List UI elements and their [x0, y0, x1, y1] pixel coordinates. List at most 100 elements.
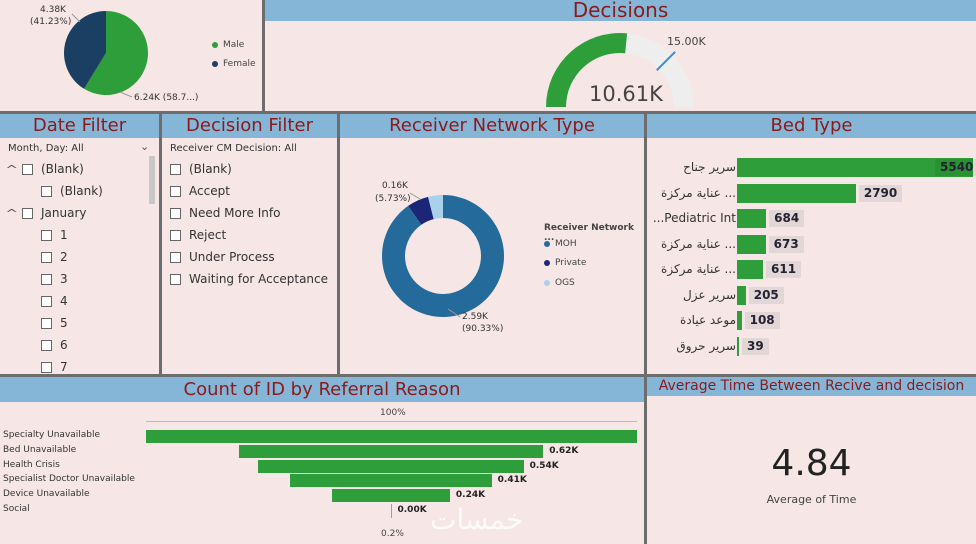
referral-reason-bar[interactable] [332, 489, 450, 503]
legend-title: Receiver Network ... [544, 223, 634, 243]
checkbox[interactable] [170, 229, 181, 241]
referral-reason-bar[interactable] [238, 444, 544, 458]
legend-moh[interactable]: MOH [544, 239, 577, 249]
bed-type-bar[interactable] [737, 285, 746, 305]
referral-reason-label: Specialist Doctor Unavailable [3, 474, 135, 485]
decision-filter-item-label: Need More Info [189, 206, 281, 220]
gender-pie-chart [63, 10, 148, 98]
decision-filter-item[interactable]: Waiting for Acceptance [170, 272, 328, 286]
expand-icon[interactable]: ^ [5, 206, 19, 220]
date-filter-item[interactable]: 1 [41, 228, 68, 242]
date-filter-item[interactable]: ^ (Blank) [5, 162, 84, 176]
checkbox[interactable] [22, 207, 33, 219]
decision-filter-item[interactable]: (Blank) [170, 162, 232, 176]
bed-type-value: 673 [768, 235, 804, 253]
checkbox[interactable] [170, 207, 181, 219]
moh-value-label: 2.59K [462, 312, 488, 322]
donut-slice-ogs[interactable] [428, 195, 443, 220]
bed-type-label: ... عناية مركزة [661, 185, 736, 200]
pie-slice-female[interactable] [63, 10, 106, 89]
date-filter-item-label: 3 [60, 272, 68, 286]
referral-reason-label: Health Crisis [3, 459, 60, 470]
funnel-top-line [146, 421, 637, 422]
referral-reason-value: 0.00K [397, 505, 427, 515]
referral-reason-label: Bed Unavailable [3, 444, 77, 455]
bed-type-bar[interactable] [737, 234, 766, 254]
date-filter-item-label: 6 [60, 338, 68, 352]
bed-type-label: سرير عزل [683, 287, 736, 302]
checkbox[interactable] [41, 339, 52, 351]
decision-filter-item[interactable]: Reject [170, 228, 226, 242]
bed-type-bar[interactable] [737, 260, 764, 279]
watermark: خمسات [430, 503, 524, 536]
referral-title: Count of ID by Referral Reason [0, 377, 644, 402]
date-filter-item[interactable]: 2 [41, 250, 68, 264]
legend-private[interactable]: Private [544, 258, 586, 268]
decision-filter-panel: Decision Filter Receiver CM Decision: Al… [162, 114, 337, 374]
checkbox[interactable] [170, 273, 181, 285]
referral-reason-label: Specialty Unavailable [3, 430, 101, 440]
date-filter-item[interactable]: 6 [41, 338, 68, 352]
referral-reason-value: 0.62K [549, 445, 579, 456]
bed-type-value: 39 [742, 337, 769, 355]
private-swatch [544, 260, 550, 266]
gauge-fill[interactable] [546, 33, 628, 107]
donut-slice-moh[interactable] [382, 195, 504, 317]
bed-type-bar[interactable] [737, 183, 856, 203]
date-filter-panel: Date Filter Month, Day: All ⌄ ^ (Blank) (B… [0, 114, 159, 374]
date-filter-item[interactable]: 3 [41, 272, 68, 286]
bed-type-bar[interactable] [737, 311, 742, 330]
network-title: Receiver Network Type [340, 114, 644, 138]
referral-reason-bar[interactable] [258, 459, 524, 473]
date-filter-title: Date Filter [0, 114, 159, 138]
legend-male[interactable]: Male [212, 40, 244, 50]
referral-reason-value: 0.41K [497, 475, 527, 486]
legend-ogs[interactable]: OGS [544, 278, 575, 288]
date-filter-item[interactable]: 5 [41, 316, 68, 330]
checkbox[interactable] [41, 317, 52, 329]
bed-type-label: ... عناية مركزة [661, 236, 736, 251]
scrollbar-thumb[interactable] [149, 156, 155, 204]
bed-type-label: Pediatric Int... [652, 211, 736, 225]
bed-type-bar[interactable] [737, 336, 739, 356]
checkbox[interactable] [41, 251, 52, 263]
referral-reason-bar[interactable] [390, 504, 392, 518]
chevron-down-icon[interactable]: ⌄ [140, 140, 150, 153]
funnel-top-label: 100% [380, 408, 406, 418]
checkbox[interactable] [170, 251, 181, 263]
date-filter-item[interactable]: ^ January [5, 206, 86, 220]
decision-filter-item[interactable]: Accept [170, 184, 230, 198]
checkbox[interactable] [170, 163, 181, 175]
bed-type-value: 108 [744, 312, 780, 329]
date-filter-item[interactable]: (Blank) [41, 184, 103, 198]
checkbox[interactable] [41, 295, 52, 307]
checkbox[interactable] [41, 273, 52, 285]
bed-type-label: ... عناية مركزة [661, 262, 736, 276]
checkbox[interactable] [170, 185, 181, 197]
female-percent-label: (41.23%) [30, 17, 72, 27]
referral-reason-bar[interactable] [290, 474, 492, 488]
checkbox[interactable] [22, 163, 33, 175]
legend-female[interactable]: Female [212, 59, 256, 69]
date-filter-header: Month, Day: All [8, 143, 84, 154]
donut-slice-private[interactable] [408, 196, 434, 225]
checkbox[interactable] [41, 361, 52, 373]
gauge-target-marker [656, 51, 676, 71]
date-filter-item[interactable]: 4 [41, 294, 68, 308]
decision-filter-item[interactable]: Under Process [170, 250, 275, 264]
checkbox[interactable] [41, 229, 52, 241]
female-swatch [212, 61, 218, 67]
expand-icon[interactable]: ^ [5, 162, 19, 176]
decision-filter-item[interactable]: Need More Info [170, 206, 280, 220]
checkbox[interactable] [41, 185, 52, 197]
referral-reason-bar[interactable] [145, 430, 637, 443]
date-filter-item-label: 7 [60, 360, 68, 374]
date-filter-item[interactable]: 7 [41, 360, 68, 374]
bed-type-bar[interactable] [737, 158, 973, 177]
network-donut-chart [382, 192, 504, 318]
bed-type-bar[interactable] [737, 209, 767, 228]
bed-type-value: 684 [769, 210, 805, 227]
pie-slice-male[interactable] [84, 11, 148, 95]
decision-filter-item-label: Waiting for Acceptance [189, 272, 329, 286]
bed-type-value: 611 [766, 261, 802, 278]
